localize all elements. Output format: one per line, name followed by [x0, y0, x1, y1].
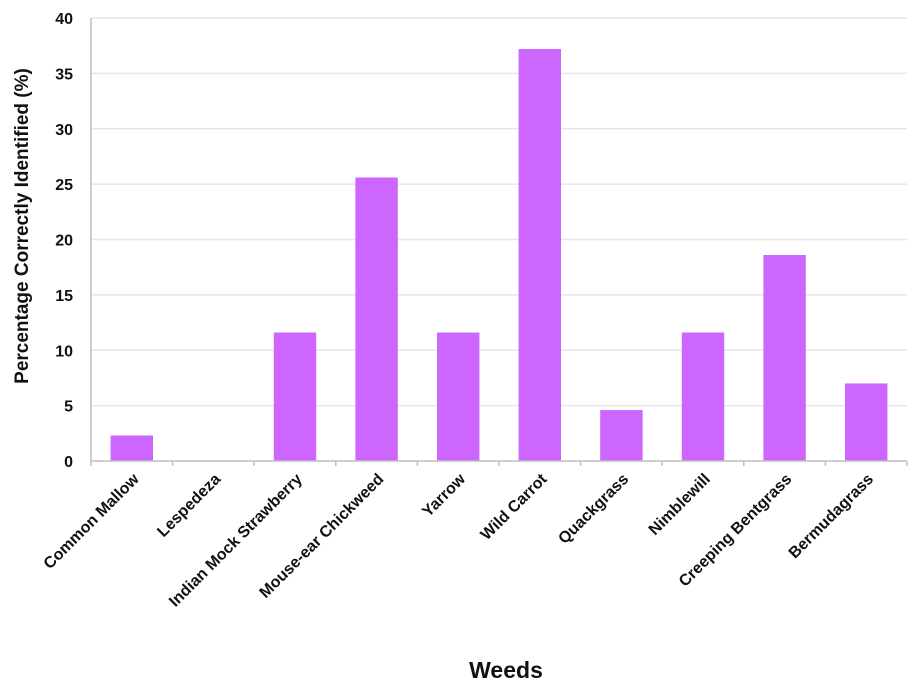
y-tick-label: 35 — [55, 66, 73, 83]
y-tick-labels: 0 5 10 15 20 25 30 35 40 — [55, 11, 73, 471]
bar — [763, 255, 806, 461]
y-tick-label: 30 — [55, 122, 73, 139]
bar — [273, 332, 317, 461]
x-tick-label: Quackgrass — [555, 471, 632, 548]
y-tick-label: 20 — [55, 233, 73, 250]
bar — [600, 410, 643, 461]
y-tick-label: 40 — [55, 11, 73, 28]
x-tick-label: Indian Mock Strawberry — [166, 471, 306, 611]
x-tick-label: Lespedeza — [154, 471, 224, 541]
y-tick-label: 15 — [55, 288, 73, 305]
axes — [90, 18, 908, 466]
bar — [436, 332, 480, 461]
y-tick-label: 10 — [55, 343, 73, 360]
x-axis-title: Weeds — [469, 657, 543, 681]
y-axis-title: Percentage Correctly Identified (%) — [12, 68, 33, 384]
y-tick-label: 0 — [64, 454, 73, 471]
bar — [355, 177, 398, 462]
x-tick-label: Wild Carrot — [478, 470, 551, 543]
y-tick-label: 25 — [55, 177, 73, 194]
gridlines — [91, 17, 907, 407]
y-tick-label: 5 — [64, 399, 73, 416]
x-tick-label: Bermudagrass — [786, 471, 877, 562]
bar — [110, 435, 154, 461]
x-tick-label: Common Mallow — [41, 470, 143, 572]
x-tick-label: Yarrow — [419, 470, 469, 520]
x-tick-label: Nimblewill — [646, 471, 714, 539]
bar — [518, 49, 562, 461]
bar — [681, 332, 725, 461]
bar — [844, 383, 888, 461]
bars — [110, 49, 888, 462]
